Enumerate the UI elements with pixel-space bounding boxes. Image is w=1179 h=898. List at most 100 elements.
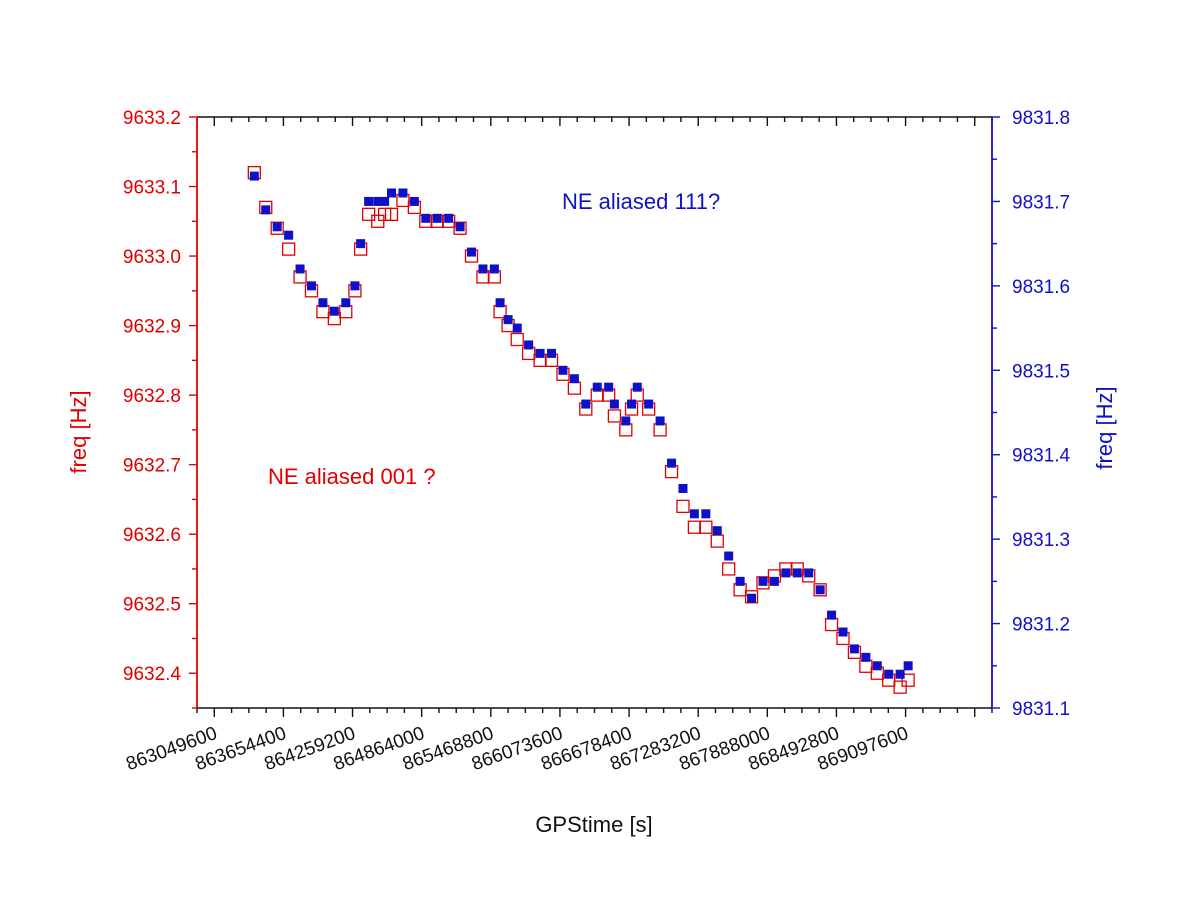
- series-right-point: [432, 213, 442, 223]
- series-right-point: [604, 382, 614, 392]
- series-right-point: [512, 323, 522, 333]
- series-right-point: [350, 281, 360, 291]
- series-right-point: [558, 365, 568, 375]
- y-right-tick-label: 9831.8: [1012, 108, 1070, 129]
- series-right-point: [295, 264, 305, 274]
- series-right-point: [815, 585, 825, 595]
- series-left-point: [607, 409, 622, 423]
- series-right-point: [724, 551, 734, 561]
- y-right-tick-label: 9831.2: [1012, 615, 1070, 636]
- series-right-point: [758, 576, 768, 586]
- series-right-point: [849, 644, 859, 654]
- series-right-point: [421, 213, 431, 223]
- series-right-point: [621, 416, 631, 426]
- series-left-point: [371, 214, 385, 228]
- series-right-point: [895, 669, 905, 679]
- y-left-tick-label: 9633.2: [123, 108, 181, 129]
- series-left-point: [377, 207, 392, 221]
- series-right-point: [712, 526, 722, 536]
- series-right-point: [495, 298, 505, 308]
- y-left-tick-label: 9632.8: [123, 386, 181, 407]
- series-right-point: [503, 315, 513, 325]
- series-right-point: [861, 652, 871, 662]
- series-right-point: [547, 348, 557, 358]
- series-left-point: [676, 499, 690, 514]
- series-left-red: [247, 165, 915, 694]
- series-right-point: [380, 196, 390, 206]
- series-left-point: [722, 562, 736, 576]
- series-left-point: [756, 576, 770, 590]
- series-right-point: [356, 239, 366, 249]
- series-right-point: [329, 306, 339, 316]
- x-axis-title: GPStime [s]: [535, 812, 652, 837]
- series-right-point: [792, 568, 802, 578]
- series-right-point: [781, 568, 791, 578]
- series-right-point: [655, 416, 665, 426]
- series-right-point: [872, 661, 882, 671]
- series-right-point: [409, 196, 419, 206]
- series-right-point: [489, 264, 499, 274]
- annotation-blue: NE aliased 111?: [562, 189, 720, 214]
- series-right-point: [306, 281, 316, 291]
- series-left-point: [813, 583, 827, 597]
- series-left-point: [281, 242, 296, 256]
- annotation-red: NE aliased 001 ?: [268, 464, 436, 489]
- series-right-point: [364, 196, 374, 206]
- series-right-point: [318, 298, 328, 308]
- series-right-point: [455, 222, 465, 232]
- series-right-point: [667, 458, 677, 468]
- series-right-point: [838, 627, 848, 637]
- right-axis-title: freq [Hz]: [1092, 386, 1117, 469]
- series-left-point: [384, 207, 399, 221]
- series-left-point: [361, 207, 376, 221]
- series-right-point: [524, 340, 534, 350]
- y-right-tick-label: 9831.4: [1012, 446, 1071, 467]
- left-axis-title: freq [Hz]: [66, 390, 91, 473]
- y-right-tick-label: 9831.6: [1012, 277, 1070, 298]
- series-right-point: [535, 348, 545, 358]
- series-right-point: [678, 483, 688, 493]
- series-right-point: [272, 222, 282, 232]
- series-right-point: [284, 230, 294, 240]
- series-left-point: [893, 680, 907, 694]
- series-right-point: [341, 298, 351, 308]
- y-left-tick-label: 9632.9: [123, 317, 181, 338]
- series-right-point: [581, 399, 591, 409]
- series-left-point: [744, 590, 759, 604]
- series-right-point: [884, 669, 894, 679]
- left-axis-ticks: 9632.4 9632.5 9632.6 9632.7 9632.8 9632.9 9633…: [123, 108, 197, 709]
- series-right-point: [769, 576, 779, 586]
- series-left-point: [510, 332, 524, 347]
- series-right-blue: [249, 171, 913, 679]
- series-left-point: [453, 221, 467, 235]
- y-left-tick-label: 9632.7: [123, 456, 181, 477]
- y-left-tick-label: 9632.6: [123, 525, 181, 546]
- series-right-point: [444, 213, 454, 223]
- y-left-tick-label: 9633.1: [123, 178, 181, 199]
- series-right-point: [609, 399, 619, 409]
- series-right-point: [398, 188, 408, 198]
- series-right-point: [632, 382, 642, 392]
- series-right-point: [386, 188, 396, 198]
- y-right-tick-label: 9831.5: [1012, 361, 1070, 382]
- series-right-point: [478, 264, 488, 274]
- y-right-tick-label: 9831.3: [1012, 530, 1070, 551]
- series-right-point: [701, 509, 711, 519]
- series-right-point: [827, 610, 837, 620]
- series-right-point: [627, 399, 637, 409]
- series-right-point: [467, 247, 477, 257]
- series-left-point: [270, 221, 284, 235]
- y-left-tick-label: 9633.0: [123, 247, 181, 268]
- y-left-tick-label: 9632.5: [123, 595, 181, 616]
- series-left-point: [699, 520, 713, 534]
- series-left-point: [901, 673, 915, 687]
- y-right-tick-label: 9831.7: [1012, 192, 1070, 213]
- plot-area: [197, 117, 992, 708]
- series-right-point: [689, 509, 699, 519]
- series-right-point: [249, 171, 259, 181]
- series-right-point: [569, 374, 579, 384]
- series-right-point: [747, 593, 757, 603]
- series-right-point: [903, 661, 913, 671]
- series-right-point: [592, 382, 602, 392]
